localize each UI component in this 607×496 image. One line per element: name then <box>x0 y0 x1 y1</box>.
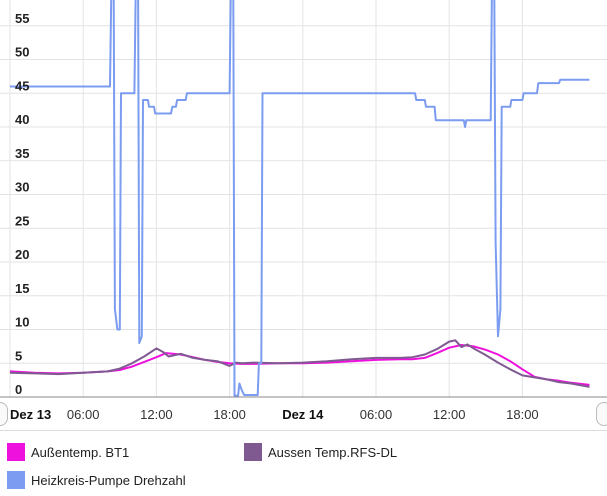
legend-swatch <box>244 443 262 461</box>
legend-label: Außentemp. BT1 <box>31 444 130 460</box>
y-tick-label: 50 <box>15 45 29 60</box>
series-lines <box>9 0 590 397</box>
y-tick-label: 5 <box>15 348 22 363</box>
y-axis-ticks: 0 5 10 15 20 25 30 35 40 45 50 55 <box>15 11 29 397</box>
y-tick-label: 40 <box>15 112 29 127</box>
grid-lines <box>0 0 607 397</box>
legend-label: Heizkreis-Pumpe Drehzahl <box>31 472 186 488</box>
x-tick-label: Dez 13 <box>10 407 51 422</box>
x-axis-ticks: Dez 13 06:00 12:00 18:00 Dez 14 06:00 12:00 18:… <box>10 407 539 422</box>
y-tick-label: 55 <box>15 11 29 26</box>
legend-swatch <box>7 443 25 461</box>
x-tick-label: 18:00 <box>213 407 246 422</box>
y-tick-label: 20 <box>15 247 29 262</box>
x-tick-label: 06:00 <box>67 407 100 422</box>
legend-label: Aussen Temp.RFS-DL <box>268 444 398 460</box>
y-tick-label: 45 <box>15 78 29 93</box>
x-tick-label: 18:00 <box>506 407 539 422</box>
y-tick-label: 30 <box>15 180 29 195</box>
legend-item-aussentemp-bt1[interactable]: Außentemp. BT1 <box>7 443 129 461</box>
y-tick-label: 15 <box>15 281 29 296</box>
y-tick-label: 25 <box>15 213 29 228</box>
y-tick-label: 0 <box>15 382 22 397</box>
x-tick-label: 06:00 <box>360 407 393 422</box>
y-tick-label: 10 <box>15 315 29 330</box>
series-line-3 <box>10 0 590 397</box>
line-chart: 0 5 10 15 20 25 30 35 40 45 50 55 Dez 13 06:00 12:00 1… <box>0 0 607 422</box>
legend: Außentemp. BT1 Aussen Temp.RFS-DL Heizkr… <box>0 430 607 496</box>
legend-item-heizkreis-pumpe-drehzahl[interactable]: Heizkreis-Pumpe Drehzahl <box>7 471 186 489</box>
y-tick-label: 35 <box>15 146 29 161</box>
legend-item-aussen-temp-rfs-dl[interactable]: Aussen Temp.RFS-DL <box>244 443 397 461</box>
x-tick-label: Dez 14 <box>282 407 324 422</box>
legend-swatch <box>7 471 25 489</box>
scroll-handle-right[interactable] <box>596 402 607 426</box>
series-line-2 <box>9 339 590 388</box>
series-line-1 <box>9 344 590 386</box>
x-tick-label: 12:00 <box>140 407 173 422</box>
x-tick-label: 12:00 <box>433 407 466 422</box>
